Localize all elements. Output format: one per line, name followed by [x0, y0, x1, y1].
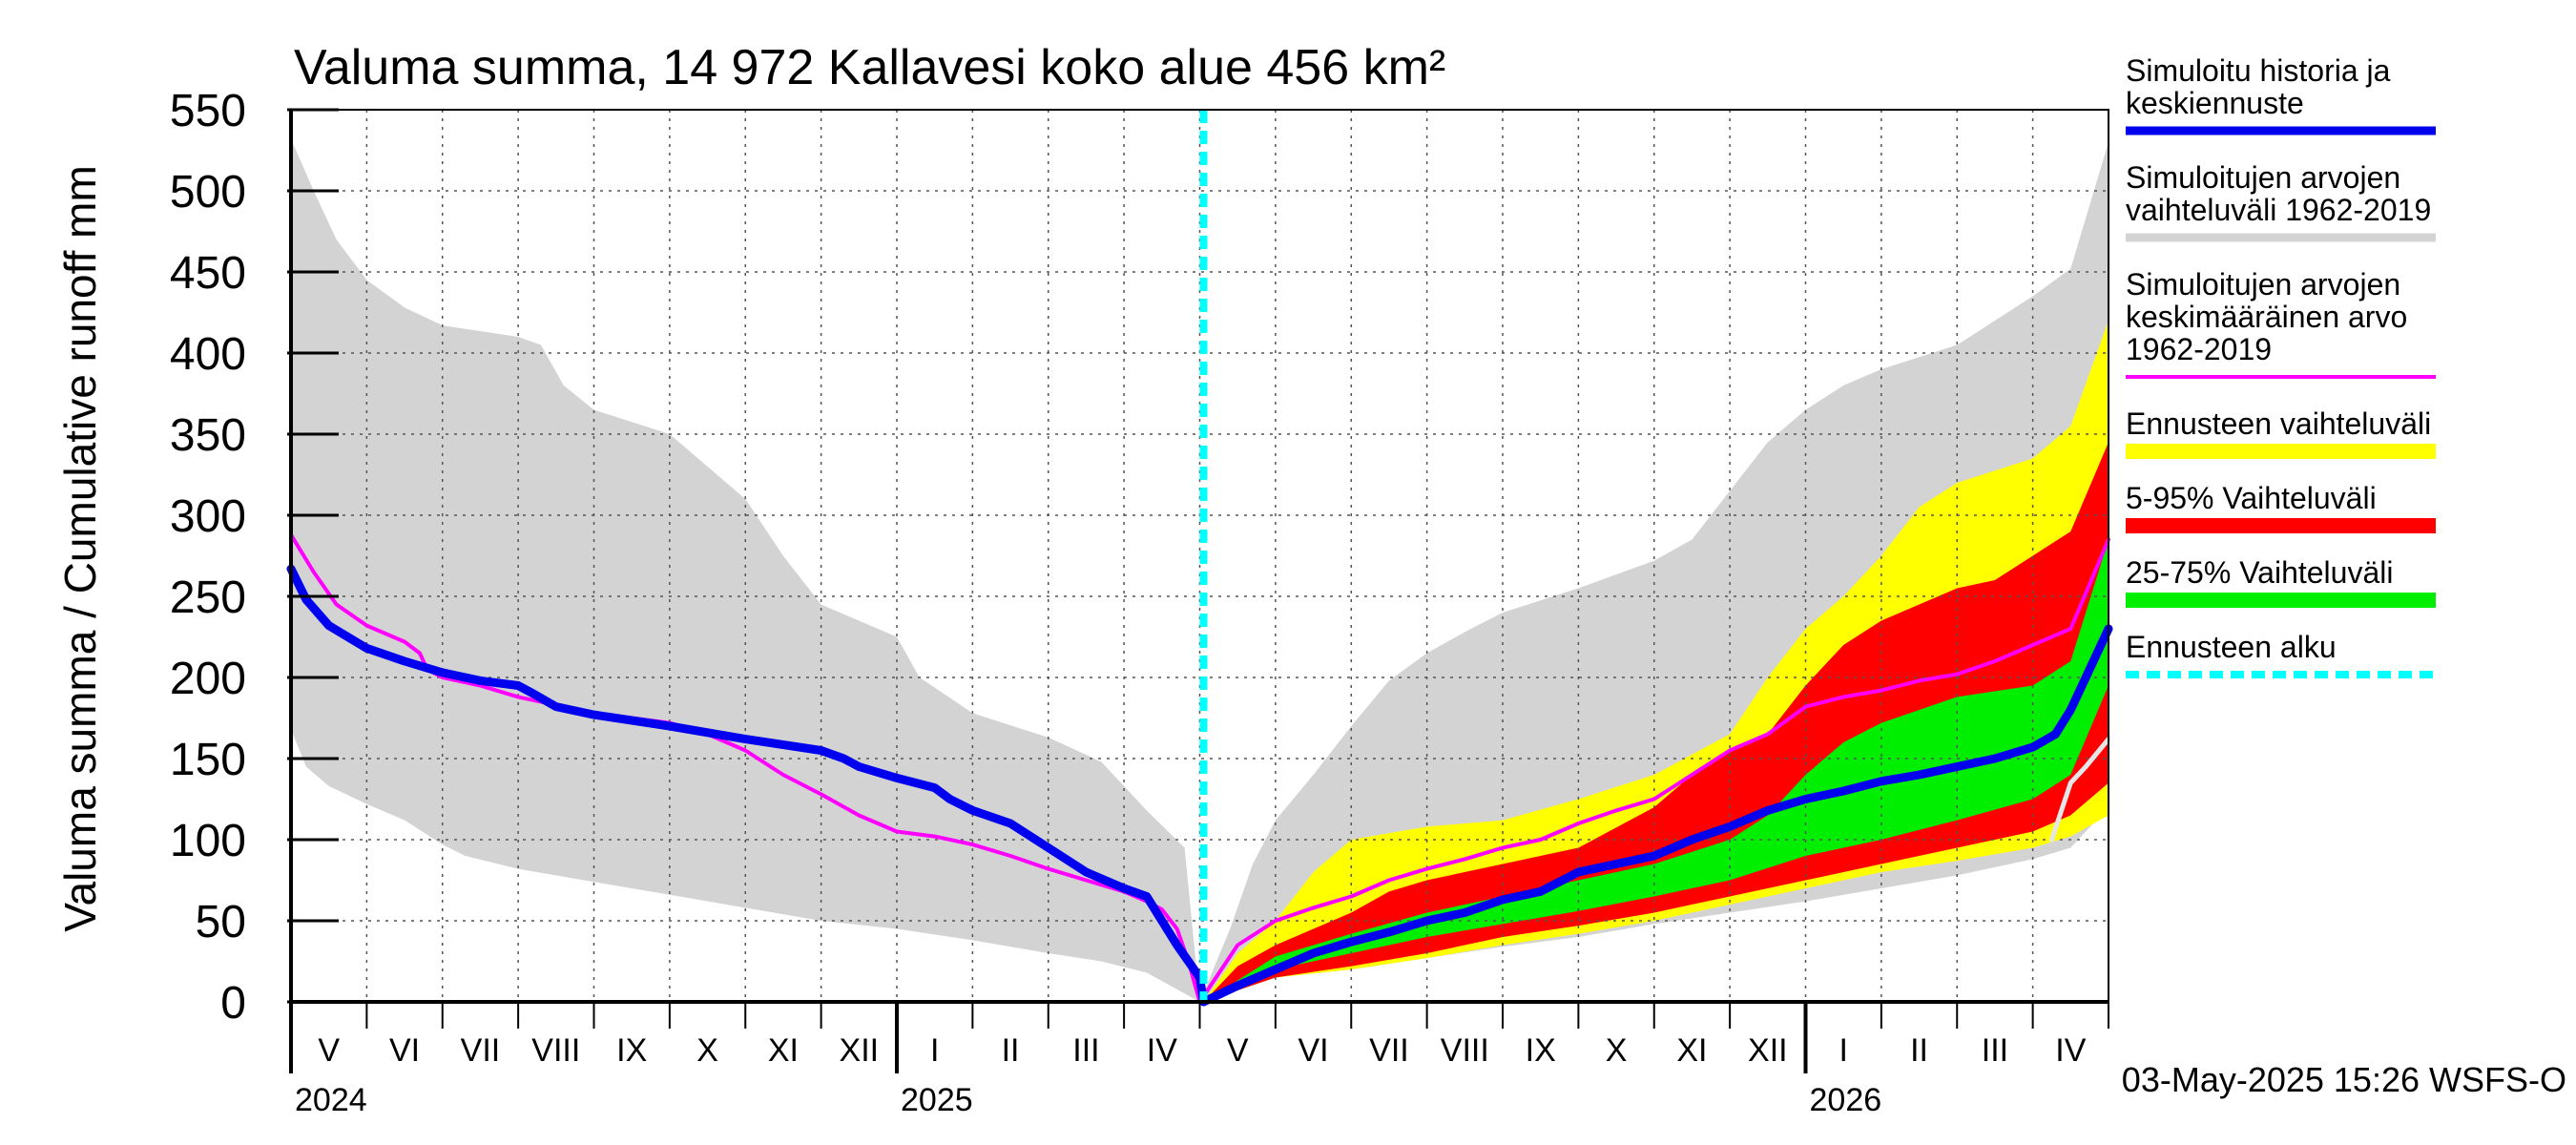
legend-item: Ennusteen alku	[2126, 630, 2436, 678]
month-label: VIII	[1441, 1032, 1489, 1069]
month-label: XII	[840, 1032, 880, 1069]
legend-label: keskimääräinen arvo	[2126, 300, 2407, 334]
month-label: XI	[768, 1032, 799, 1069]
year-label: 2026	[1810, 1082, 1882, 1118]
legend-label: Ennusteen alku	[2126, 630, 2337, 664]
legend-label: 5-95% Vaihteluväli	[2126, 481, 2377, 515]
month-label: II	[1002, 1032, 1020, 1069]
month-label: XII	[1748, 1032, 1788, 1069]
legend: Simuloitu historia jakeskiennusteSimuloi…	[2126, 53, 2436, 678]
legend-item: Ennusteen vaihteluväli	[2126, 406, 2436, 459]
month-label: X	[1606, 1032, 1628, 1069]
month-label: VII	[1369, 1032, 1409, 1069]
month-label: III	[1982, 1032, 2008, 1069]
timestamp: 03-May-2025 15:26 WSFS-O	[2122, 1060, 2566, 1099]
month-label: XI	[1676, 1032, 1707, 1069]
month-label: III	[1072, 1032, 1099, 1069]
month-label: I	[1839, 1032, 1847, 1069]
plot-area	[286, 109, 2113, 1007]
month-label: IV	[2055, 1032, 2086, 1069]
y-tick-label: 50	[196, 897, 246, 947]
y-tick-label: 250	[170, 572, 246, 623]
y-tick-label: 350	[170, 410, 246, 461]
month-label: II	[1910, 1032, 1928, 1069]
month-label: X	[696, 1032, 718, 1069]
legend-label: 25-75% Vaihteluväli	[2126, 555, 2393, 590]
month-label: V	[318, 1032, 340, 1069]
y-tick-label: 200	[170, 654, 246, 704]
legend-item: 25-75% Vaihteluväli	[2126, 555, 2436, 608]
legend-label: vaihteluväli 1962-2019	[2126, 193, 2431, 227]
white-line	[2049, 737, 2111, 843]
month-label: VIII	[531, 1032, 580, 1069]
y-tick-label: 450	[170, 248, 246, 299]
legend-item: 5-95% Vaihteluväli	[2126, 481, 2436, 533]
month-label: VI	[1298, 1032, 1329, 1069]
chart-title: Valuma summa, 14 972 Kallavesi koko alue…	[294, 40, 1445, 95]
month-label: IV	[1147, 1032, 1177, 1069]
legend-label: Simuloitujen arvojen	[2126, 160, 2400, 195]
p5-95-band	[1203, 442, 2109, 1002]
year-label: 2024	[295, 1082, 367, 1118]
x-axis: V VI VII VIII IX X XI XII I II III IV V VI VII VIII IX X X…	[289, 1000, 2109, 1118]
legend-label: Simuloitujen arvojen	[2126, 267, 2400, 302]
legend-label: 1962-2019	[2126, 332, 2272, 366]
y-tick-label: 400	[170, 329, 246, 380]
month-label: I	[930, 1032, 939, 1069]
month-label: IX	[1526, 1032, 1556, 1069]
y-tick-label: 0	[220, 978, 246, 1029]
legend-label: Simuloitu historia ja	[2126, 53, 2391, 88]
y-tick-label: 150	[170, 735, 246, 785]
y-axis: 0 50 100 150 200 250 300 350 400 450 500 550	[170, 86, 339, 1029]
y-tick-label: 550	[170, 86, 246, 136]
y-tick-label: 100	[170, 816, 246, 866]
legend-label: keskiennuste	[2126, 86, 2304, 120]
month-label: VI	[389, 1032, 420, 1069]
grid-lines	[291, 110, 2109, 1002]
y-tick-label: 500	[170, 167, 246, 218]
month-label: IX	[616, 1032, 647, 1069]
y-tick-label: 300	[170, 491, 246, 542]
year-label: 2025	[901, 1082, 973, 1118]
y-axis-label: Valuma summa / Cumulative runoff mm	[55, 165, 105, 932]
month-label: V	[1227, 1032, 1249, 1069]
legend-label: Ennusteen vaihteluväli	[2126, 406, 2431, 441]
mean-line	[289, 532, 2110, 1004]
month-label: VII	[461, 1032, 501, 1069]
